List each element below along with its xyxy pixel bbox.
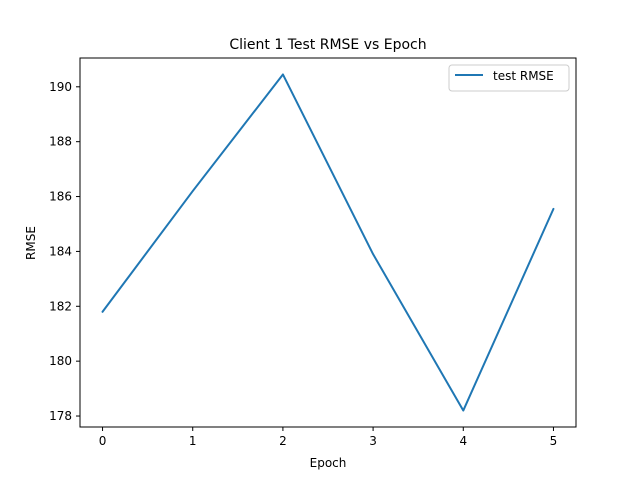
y-tick-label: 184	[49, 244, 72, 258]
y-axis-label: RMSE	[24, 226, 38, 260]
legend: test RMSE	[448, 64, 570, 92]
y-tick-label: 178	[49, 409, 72, 423]
y-tick-label: 182	[49, 299, 72, 313]
x-tick-label: 3	[369, 434, 377, 448]
y-tick-label: 190	[49, 80, 72, 94]
x-tick-label: 2	[279, 434, 287, 448]
y-tick-label: 180	[49, 354, 72, 368]
series-line-test-rmse	[101, 73, 555, 412]
legend-label: test RMSE	[493, 69, 554, 83]
y-axis-ticks: 178 180 182 184 186 188 190	[49, 80, 80, 423]
series-layer	[101, 73, 555, 412]
y-tick-label: 188	[49, 135, 72, 149]
chart-title: Client 1 Test RMSE vs Epoch	[229, 37, 426, 53]
legend-box	[448, 64, 570, 92]
x-tick-label: 4	[459, 434, 467, 448]
axes-frame	[79, 57, 577, 428]
x-tick-label: 5	[550, 434, 558, 448]
plot-area	[79, 57, 577, 428]
x-tick-label: 1	[189, 434, 197, 448]
x-tick-label: 0	[99, 434, 107, 448]
y-tick-label: 186	[49, 190, 72, 204]
x-axis-label: Epoch	[310, 456, 347, 470]
x-axis-ticks: 0 1 2 3 4 5	[99, 427, 558, 448]
